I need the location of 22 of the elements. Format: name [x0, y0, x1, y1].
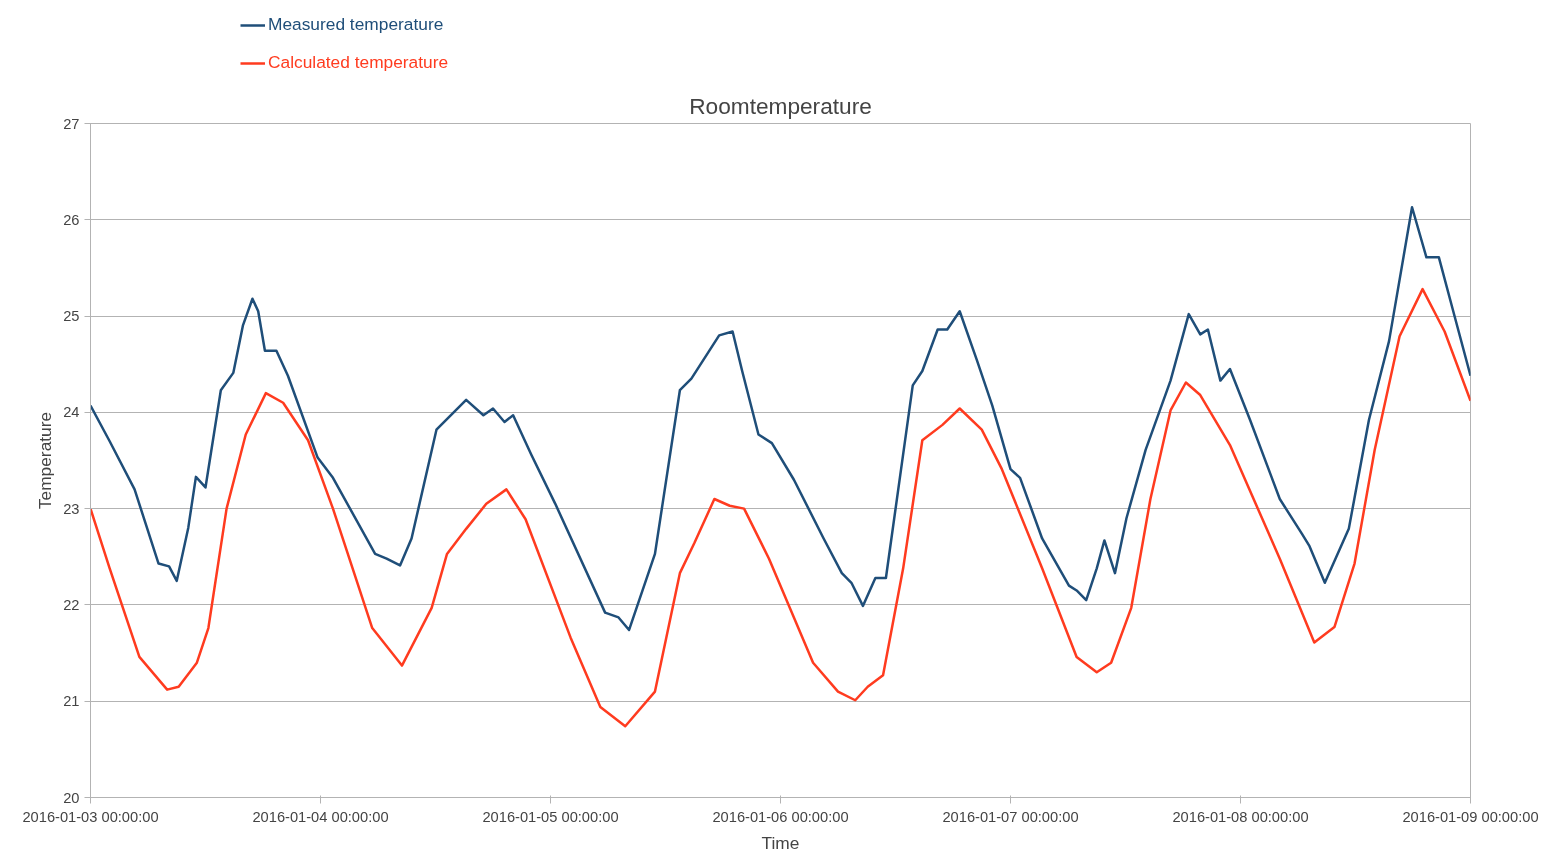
x-axis-title: Time [761, 832, 800, 853]
legend-label: Measured temperature [268, 14, 444, 35]
y-tick-label: 20 [63, 789, 80, 806]
y-tick-label: 23 [63, 500, 80, 517]
y-tick-label: 27 [63, 115, 80, 132]
y-tick-label: 25 [63, 308, 80, 325]
x-tick-label: 2016-01-08 00:00:00 [1172, 808, 1309, 825]
line-series [90, 206, 1471, 632]
line-series [90, 287, 1471, 728]
x-tick-label: 2016-01-09 00:00:00 [1402, 808, 1539, 825]
y-tick-label: 24 [63, 404, 80, 421]
y-axis-title: Temperature [35, 411, 56, 510]
x-tick-label: 2016-01-04 00:00:00 [252, 808, 389, 825]
y-tick-label: 21 [63, 693, 80, 710]
legend-label: Calculated temperature [268, 52, 449, 73]
x-tick-label: 2016-01-05 00:00:00 [482, 808, 619, 825]
y-tick-label: 22 [63, 596, 80, 613]
x-tick-label: 2016-01-07 00:00:00 [942, 808, 1079, 825]
y-tick-label: 26 [63, 211, 80, 228]
x-tick-label: 2016-01-03 00:00:00 [22, 808, 159, 825]
chart-title: Roomtemperature [689, 92, 872, 119]
x-tick-label: 2016-01-06 00:00:00 [712, 808, 849, 825]
